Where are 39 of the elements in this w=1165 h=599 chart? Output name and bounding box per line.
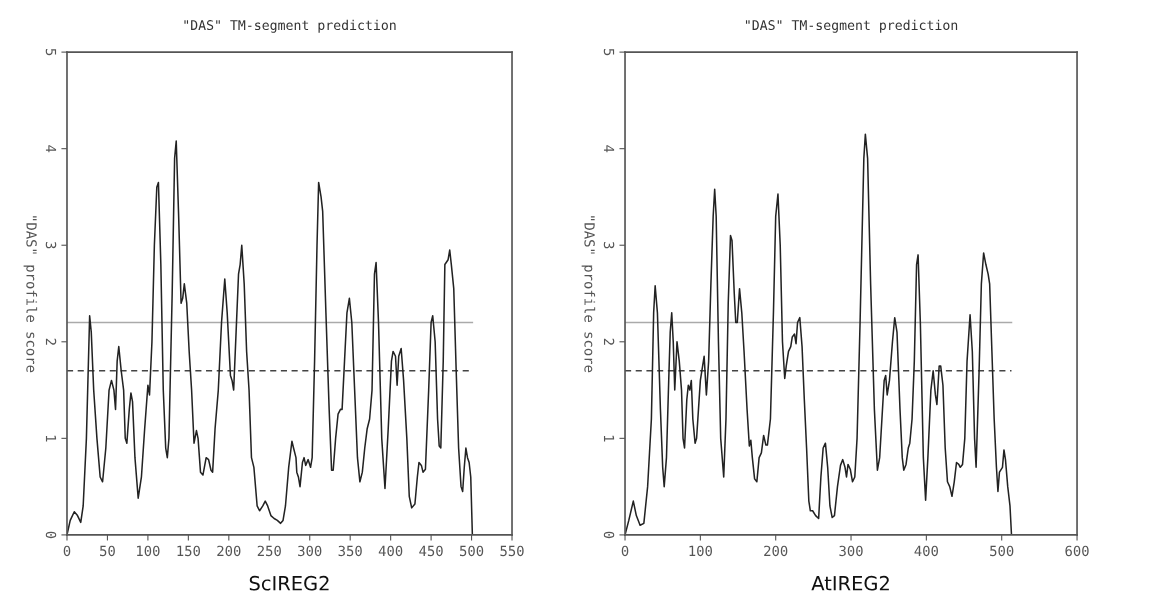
x-tick-label: 100 — [137, 545, 160, 557]
x-tick-label: 500 — [459, 545, 484, 557]
y-tick-label: 0 — [603, 531, 615, 539]
y-tick-label: 5 — [45, 48, 57, 56]
y-tick-label: 4 — [603, 145, 615, 153]
x-tick-label: 150 — [177, 545, 200, 557]
x-tick-label: 0 — [63, 545, 71, 557]
x-tick-label: 0 — [621, 545, 629, 557]
line-series — [625, 133, 1013, 535]
x-axis-title: ScIREG2 — [249, 575, 329, 591]
x-tick-label: 300 — [839, 545, 863, 557]
x-tick-label: 450 — [419, 545, 443, 557]
chart-title: "DAS" TM-segment prediction — [745, 19, 958, 33]
y-tick-label: 2 — [603, 338, 615, 345]
x-tick-label: 200 — [764, 545, 788, 557]
x-tick-label: 600 — [1065, 545, 1089, 557]
y-tick-label: 1 — [603, 435, 615, 442]
x-tick-label: 400 — [914, 545, 939, 557]
y-tick-label: 3 — [603, 241, 615, 249]
x-tick-label: 100 — [689, 545, 712, 557]
y-tick-label: 2 — [45, 338, 57, 345]
y-tick-label: 1 — [45, 435, 57, 442]
y-tick-label: 5 — [603, 48, 615, 56]
line-series — [66, 140, 474, 535]
y-tick-label: 0 — [45, 531, 57, 539]
chart-title: "DAS" TM-segment prediction — [184, 19, 396, 33]
y-tick-label: 4 — [45, 145, 57, 153]
y-axis-title: "DAS" profile score — [23, 216, 38, 373]
x-tick-label: 550 — [500, 545, 524, 557]
x-tick-label: 350 — [338, 545, 362, 557]
y-tick-label: 3 — [45, 241, 57, 249]
y-axis-title: "DAS" profile score — [581, 216, 596, 373]
x-tick-label: 250 — [257, 545, 281, 557]
x-tick-label: 500 — [990, 545, 1014, 557]
x-tick-label: 200 — [217, 545, 241, 557]
x-tick-label: 50 — [100, 545, 115, 557]
x-tick-label: 300 — [298, 545, 322, 557]
x-tick-label: 400 — [378, 545, 403, 557]
x-axis-title: AtIREG2 — [811, 575, 889, 591]
